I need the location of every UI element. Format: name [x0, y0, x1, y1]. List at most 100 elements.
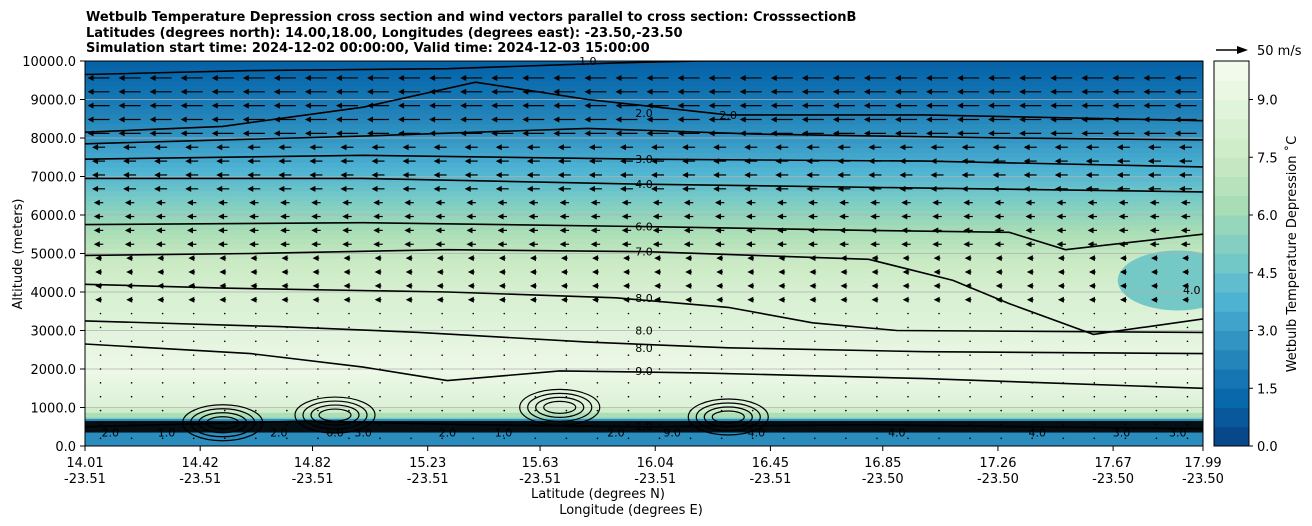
wind-vector-head	[335, 116, 342, 123]
wind-vector	[161, 423, 164, 426]
wind-vector-head	[526, 144, 533, 151]
field-band	[85, 65, 1203, 72]
wind-vector	[938, 340, 940, 343]
wind-vector-head	[840, 255, 847, 262]
wind-vector-head	[242, 130, 249, 137]
wind-vector-head	[901, 199, 908, 206]
wind-vector	[472, 340, 474, 343]
wind-vector-head	[242, 116, 249, 123]
wind-vector	[1000, 395, 1002, 398]
wind-vector-head	[685, 296, 692, 303]
wind-vector-head	[1182, 255, 1189, 262]
x-axis-label-2: Longitude (degrees E)	[559, 503, 703, 518]
wind-vector	[658, 368, 661, 370]
wind-vector-head	[93, 227, 100, 234]
wind-vector-head	[211, 116, 218, 123]
wind-vector-head	[1088, 268, 1095, 275]
field-band	[85, 325, 1203, 331]
wind-vector-head	[87, 116, 94, 123]
wind-vector-head	[429, 116, 436, 123]
wind-vector-head	[340, 185, 347, 192]
wind-vector-head	[335, 102, 342, 109]
x-tick-label-lon: -23.51	[519, 472, 561, 487]
wind-vector-head	[342, 199, 349, 206]
wind-vector	[782, 326, 785, 329]
wind-vector-head	[708, 74, 715, 81]
wind-vector-head	[309, 185, 316, 192]
wind-vector-head	[745, 241, 752, 248]
wind-vector	[410, 340, 412, 343]
wind-vector-head	[304, 116, 311, 123]
wind-vector-head	[590, 227, 597, 234]
wind-vector-head	[335, 88, 342, 95]
wind-vector-head	[646, 88, 653, 95]
field-band	[85, 80, 1203, 86]
wind-vector-head	[870, 241, 877, 248]
wind-vector-head	[522, 102, 529, 109]
wind-vector-head	[219, 255, 226, 262]
wind-vector	[1062, 409, 1065, 412]
wind-vector	[876, 382, 878, 384]
wind-vector-head	[623, 282, 630, 289]
wind-vector	[1000, 437, 1002, 440]
wind-vector-head	[584, 116, 591, 123]
wind-vector	[99, 409, 102, 412]
wind-vector-head	[994, 213, 1001, 220]
title-line-3: Simulation start time: 2024-12-02 00:00:…	[86, 41, 650, 56]
wind-vector	[1186, 437, 1189, 440]
wind-vector-head	[588, 144, 595, 151]
surface-contour-loop	[294, 396, 376, 434]
wind-vector	[720, 326, 723, 329]
wind-vector-head	[988, 74, 995, 81]
wind-vector	[782, 354, 785, 356]
wind-vector-head	[901, 227, 908, 234]
wind-vector-head	[961, 185, 968, 192]
wind-vector-head	[1178, 185, 1185, 192]
wind-vector-head	[930, 158, 937, 165]
wind-vector-head	[154, 158, 161, 165]
wind-vector	[379, 395, 381, 398]
surface-contour-loop	[687, 398, 769, 436]
wind-vector	[503, 368, 506, 370]
wind-vector	[938, 354, 940, 356]
field-band	[85, 306, 1203, 312]
wind-vector-head	[1118, 199, 1125, 206]
wind-vector	[689, 326, 692, 329]
wind-vector	[907, 354, 909, 356]
wind-vector-head	[1019, 116, 1026, 123]
wind-vector	[348, 368, 350, 370]
colorbar-frame	[1213, 60, 1250, 447]
wind-vector-head	[118, 130, 125, 137]
wind-vector-head	[491, 88, 498, 95]
wind-vector-head	[1023, 158, 1030, 165]
wind-vector-head	[1120, 268, 1127, 275]
wind-vector-head	[526, 185, 533, 192]
wind-vector-head	[371, 144, 378, 151]
wind-vector-head	[590, 199, 597, 206]
wind-vector-head	[559, 199, 566, 206]
wind-vector	[441, 395, 443, 398]
wind-vector	[720, 395, 723, 398]
wind-vector	[286, 409, 288, 412]
wind-vector	[130, 312, 133, 315]
wind-vector-head	[495, 158, 502, 165]
wind-vector-head	[433, 144, 440, 151]
wind-vector-head	[654, 255, 661, 262]
wind-vector-head	[126, 255, 133, 262]
wind-vector-head	[926, 102, 933, 109]
wind-vector	[751, 423, 754, 426]
colorbar-band	[1214, 195, 1249, 216]
wind-vector	[782, 382, 785, 384]
wind-vector-head	[685, 282, 692, 289]
wind-vector-head	[498, 296, 505, 303]
field-band	[85, 147, 1203, 153]
field-band	[85, 166, 1203, 173]
wind-vector-head	[615, 116, 622, 123]
wind-vector-head	[652, 241, 659, 248]
wind-vector	[410, 423, 412, 426]
wind-vector	[969, 395, 971, 398]
wind-vector-head	[497, 213, 504, 220]
wind-vector-head	[185, 144, 192, 151]
wind-vector-head	[1025, 227, 1032, 234]
wind-vector	[658, 340, 661, 343]
